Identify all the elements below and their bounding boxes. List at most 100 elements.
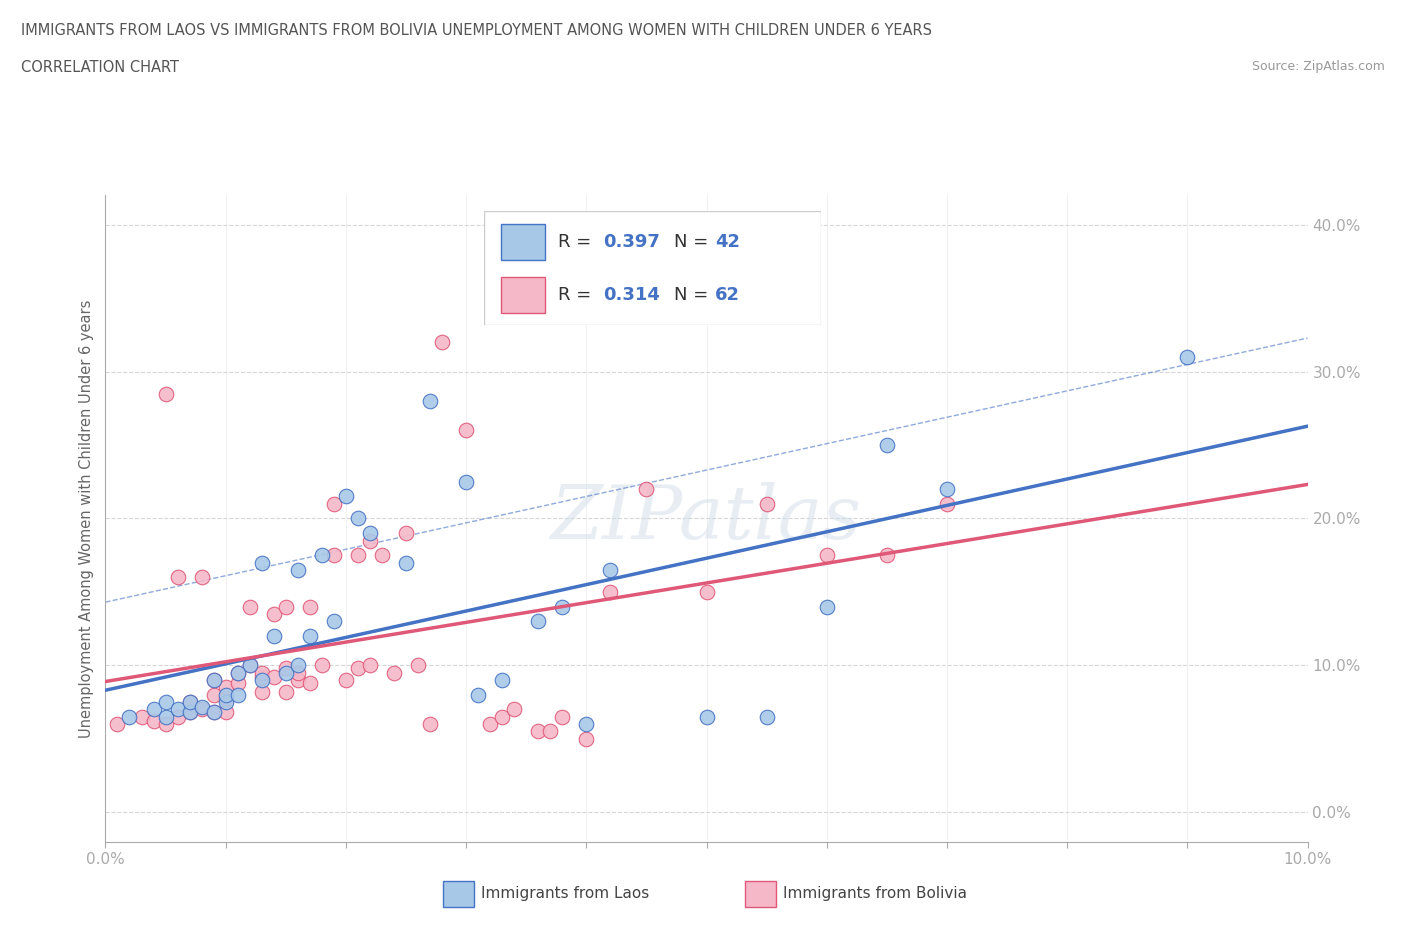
Point [179, 705, 201, 720]
Point [155, 386, 177, 401]
Point [274, 665, 297, 680]
Text: 0.314: 0.314 [603, 286, 661, 304]
Point [298, 675, 321, 690]
Text: N =: N = [675, 286, 714, 304]
Point [503, 702, 526, 717]
Point [755, 497, 778, 512]
Point [551, 599, 574, 614]
Point [250, 672, 273, 687]
Point [274, 661, 297, 676]
Point [166, 702, 188, 717]
Point [202, 672, 225, 687]
Point [491, 672, 513, 687]
Point [142, 713, 165, 728]
Text: IMMIGRANTS FROM LAOS VS IMMIGRANTS FROM BOLIVIA UNEMPLOYMENT AMONG WOMEN WITH CH: IMMIGRANTS FROM LAOS VS IMMIGRANTS FROM … [21, 23, 932, 38]
Point [636, 482, 658, 497]
Point [575, 731, 598, 746]
Point [274, 684, 297, 699]
Text: Immigrants from Bolivia: Immigrants from Bolivia [783, 886, 967, 901]
Text: Immigrants from Laos: Immigrants from Laos [481, 886, 650, 901]
Text: 0.397: 0.397 [603, 233, 661, 251]
Point [250, 684, 273, 699]
Point [179, 705, 201, 720]
Point [815, 548, 838, 563]
Point [298, 599, 321, 614]
Point [263, 606, 285, 621]
Point [287, 563, 309, 578]
Point [239, 599, 262, 614]
Point [538, 724, 561, 739]
Point [347, 661, 370, 676]
Point [454, 474, 477, 489]
Point [371, 548, 394, 563]
Point [311, 658, 333, 672]
Point [876, 438, 898, 453]
Point [696, 584, 718, 599]
Point [395, 555, 418, 570]
Point [599, 563, 621, 578]
Point [936, 482, 959, 497]
Point [311, 548, 333, 563]
Point [359, 533, 381, 548]
Point [359, 525, 381, 540]
Point [166, 570, 188, 585]
Point [155, 710, 177, 724]
Point [287, 672, 309, 687]
Point [166, 710, 188, 724]
Point [226, 675, 249, 690]
Point [155, 695, 177, 710]
Point [347, 512, 370, 526]
FancyBboxPatch shape [501, 224, 544, 260]
Point [936, 497, 959, 512]
Point [226, 687, 249, 702]
Text: 42: 42 [714, 233, 740, 251]
Point [107, 717, 129, 732]
Point [226, 665, 249, 680]
Point [322, 614, 344, 629]
Point [527, 614, 550, 629]
Point [347, 548, 370, 563]
Text: 62: 62 [714, 286, 740, 304]
Point [202, 705, 225, 720]
Point [575, 717, 598, 732]
Y-axis label: Unemployment Among Women with Children Under 6 years: Unemployment Among Women with Children U… [79, 299, 94, 737]
Point [491, 710, 513, 724]
Point [131, 710, 153, 724]
Point [250, 670, 273, 684]
Point [214, 680, 236, 695]
Point [202, 705, 225, 720]
Point [202, 672, 225, 687]
Point [179, 695, 201, 710]
Point [190, 699, 212, 714]
Point [287, 665, 309, 680]
Text: N =: N = [675, 233, 714, 251]
Point [214, 690, 236, 705]
Point [382, 665, 405, 680]
Text: ZIPatlas: ZIPatlas [551, 483, 862, 554]
Point [214, 687, 236, 702]
Point [263, 629, 285, 644]
Point [696, 710, 718, 724]
Point [287, 658, 309, 672]
Point [142, 702, 165, 717]
Point [815, 599, 838, 614]
Point [335, 672, 357, 687]
Text: R =: R = [558, 286, 598, 304]
Point [551, 710, 574, 724]
Point [250, 665, 273, 680]
Point [239, 658, 262, 672]
Point [274, 599, 297, 614]
Point [395, 525, 418, 540]
Point [179, 695, 201, 710]
Point [467, 687, 489, 702]
Point [419, 393, 441, 408]
Point [250, 555, 273, 570]
FancyBboxPatch shape [484, 211, 821, 325]
Point [190, 702, 212, 717]
Point [202, 687, 225, 702]
Point [599, 584, 621, 599]
Point [190, 570, 212, 585]
Point [322, 497, 344, 512]
Point [454, 423, 477, 438]
Point [214, 695, 236, 710]
